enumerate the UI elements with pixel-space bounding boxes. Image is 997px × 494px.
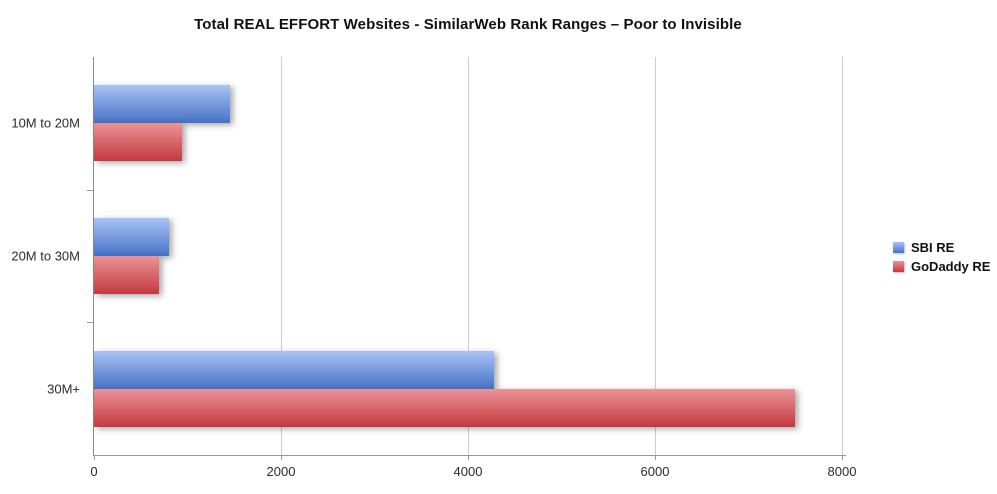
bar-sbi-re-3	[94, 350, 494, 389]
x-tick-label-6000: 6000	[640, 464, 670, 479]
gridline-6000	[655, 57, 656, 455]
gridline-8000	[842, 57, 843, 455]
y-axis-tick-2	[87, 322, 93, 324]
legend-item-sbi-re: SBI RE	[893, 240, 990, 255]
gridline-4000	[468, 57, 469, 455]
bar-sbi-re-1	[94, 85, 230, 124]
legend-item-godaddy-re: GoDaddy RE	[893, 259, 990, 274]
category-label-3: 30M+	[47, 381, 80, 397]
x-axis	[93, 455, 846, 456]
legend-swatch-godaddy-re	[893, 261, 904, 272]
category-label-2: 20M to 30M	[11, 248, 80, 264]
legend: SBI RE GoDaddy RE	[893, 240, 990, 274]
bar-sbi-re-2	[94, 218, 169, 256]
x-tick-label-0: 0	[90, 464, 98, 479]
y-axis-tick-1	[87, 189, 93, 191]
gridline-2000	[281, 57, 282, 455]
category-label-1: 10M to 20M	[11, 115, 80, 131]
x-tick-4000	[468, 455, 469, 460]
legend-swatch-sbi-re	[893, 242, 904, 253]
legend-label-godaddy-re: GoDaddy RE	[911, 259, 991, 274]
y-axis	[93, 57, 94, 455]
x-tick-8000	[842, 455, 843, 460]
x-tick-label-2000: 2000	[266, 464, 296, 479]
x-tick-label-8000: 8000	[827, 464, 857, 479]
x-tick-label-4000: 4000	[453, 464, 483, 479]
bar-godaddy-re-1	[94, 123, 182, 162]
bar-godaddy-re-3	[94, 388, 795, 427]
legend-label-sbi-re: SBI RE	[911, 240, 955, 255]
x-tick-2000	[281, 455, 282, 460]
x-tick-6000	[655, 455, 656, 460]
chart-title: Total REAL EFFORT Websites - SimilarWeb …	[194, 16, 742, 33]
x-tick-0	[94, 455, 95, 460]
bar-godaddy-re-2	[94, 256, 159, 294]
